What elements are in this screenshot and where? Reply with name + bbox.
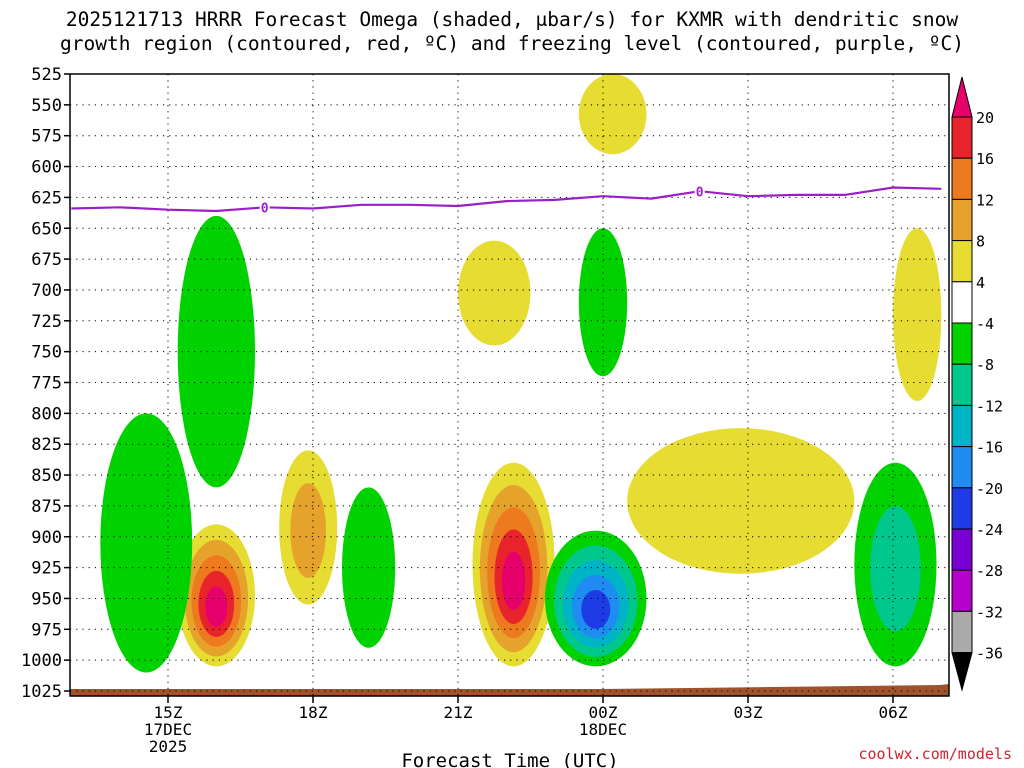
colorbar-segment <box>952 158 972 199</box>
colorbar-segment <box>952 117 972 158</box>
colorbar-label: -12 <box>976 397 1003 415</box>
omega-contour-fill <box>893 228 941 401</box>
y-tick-label: 525 <box>31 65 62 85</box>
omega-feature <box>579 74 647 154</box>
omega-contour-fill <box>627 428 854 574</box>
omega-contour-fill <box>579 74 647 154</box>
colorbar-extend-top <box>952 77 972 117</box>
y-tick-label: 875 <box>31 497 62 517</box>
omega-contour-fill <box>205 586 227 627</box>
y-tick-label: 1025 <box>21 682 62 702</box>
colorbar-label: -16 <box>976 439 1003 457</box>
x-tick-label: 18Z <box>299 703 328 722</box>
colorbar-segment <box>952 488 972 529</box>
colorbar-segment <box>952 447 972 488</box>
y-tick-label: 850 <box>31 466 62 486</box>
omega-contour-fill <box>290 483 326 578</box>
colorbar-segment <box>952 282 972 323</box>
omega-feature <box>854 463 936 667</box>
colorbar-segment <box>952 364 972 405</box>
colorbar-label: -8 <box>976 356 994 374</box>
y-tick-label: 750 <box>31 343 62 363</box>
x-tick-label: 2025 <box>149 737 188 756</box>
colorbar-label: -36 <box>976 645 1003 663</box>
colorbar-label: -24 <box>976 521 1003 539</box>
omega-contour-fill <box>100 413 192 672</box>
colorbar-segment <box>952 323 972 364</box>
freezing-level-line <box>71 188 941 212</box>
colorbar-label: 16 <box>976 150 994 168</box>
colorbar-segment <box>952 611 972 652</box>
y-tick-label: 800 <box>31 404 62 424</box>
y-tick-label: 900 <box>31 528 62 548</box>
y-tick-label: 550 <box>31 96 62 116</box>
freezing-level-label: 0 <box>261 202 269 217</box>
colorbar-segment <box>952 405 972 446</box>
colorbar-label: -20 <box>976 480 1003 498</box>
x-tick-label: 06Z <box>879 703 908 722</box>
omega-contour-fill <box>458 241 531 346</box>
ground-strip <box>70 684 949 696</box>
y-tick-label: 825 <box>31 435 62 455</box>
omega-contour-fill <box>581 590 610 629</box>
omega-feature <box>458 241 531 346</box>
colorbar-extend-bottom <box>952 653 972 690</box>
y-tick-label: 700 <box>31 281 62 301</box>
omega-time-height-chart: 00 5255505756006256506757007257507758008… <box>0 0 1024 768</box>
y-tick-label: 775 <box>31 374 62 394</box>
omega-feature <box>627 428 854 574</box>
omega-contour-fill <box>502 552 525 610</box>
x-tick-label: 03Z <box>734 703 763 722</box>
colorbar-label: 8 <box>976 233 985 251</box>
y-tick-label: 1000 <box>21 651 62 671</box>
colorbar: 20 16 12 8 4 -4 -8 -12 -16 -20 -24 -28 -32 -36 <box>952 77 1003 690</box>
y-tick-label: 925 <box>31 559 62 579</box>
y-axis: 525 550 575 600 625 650 675 700 725 750 775 800 825 8… <box>21 65 70 702</box>
credit-text: coolwx.com/models <box>858 745 1012 763</box>
colorbar-segment <box>952 199 972 240</box>
freezing-level-label: 0 <box>696 185 704 200</box>
y-tick-label: 600 <box>31 158 62 178</box>
omega-contour-fill <box>178 216 255 487</box>
omega-feature <box>893 228 941 401</box>
colorbar-label: -28 <box>976 562 1003 580</box>
omega-contour-fill <box>870 506 921 631</box>
colorbar-label: -32 <box>976 603 1003 621</box>
colorbar-label: 4 <box>976 274 985 292</box>
colorbar-segment <box>952 529 972 570</box>
colorbar-label: 20 <box>976 109 994 127</box>
omega-shading-layer <box>70 74 949 696</box>
colorbar-label: 12 <box>976 191 994 209</box>
omega-feature <box>279 450 337 604</box>
omega-feature <box>178 216 255 487</box>
colorbar-segment <box>952 241 972 282</box>
y-tick-label: 575 <box>31 127 62 147</box>
x-tick-label: 21Z <box>444 703 473 722</box>
freezing-level-layer: 00 <box>71 184 941 216</box>
colorbar-label: -4 <box>976 315 994 333</box>
omega-feature <box>100 413 192 672</box>
x-tick-label: 18DEC <box>579 720 627 739</box>
y-tick-label: 950 <box>31 589 62 609</box>
omega-feature <box>472 463 554 667</box>
y-tick-label: 650 <box>31 219 62 239</box>
y-tick-label: 675 <box>31 250 62 270</box>
x-axis-label: Forecast Time (UTC) <box>401 750 618 768</box>
colorbar-segment <box>952 570 972 611</box>
y-tick-label: 975 <box>31 620 62 640</box>
y-tick-label: 725 <box>31 312 62 332</box>
y-tick-label: 625 <box>31 188 62 208</box>
